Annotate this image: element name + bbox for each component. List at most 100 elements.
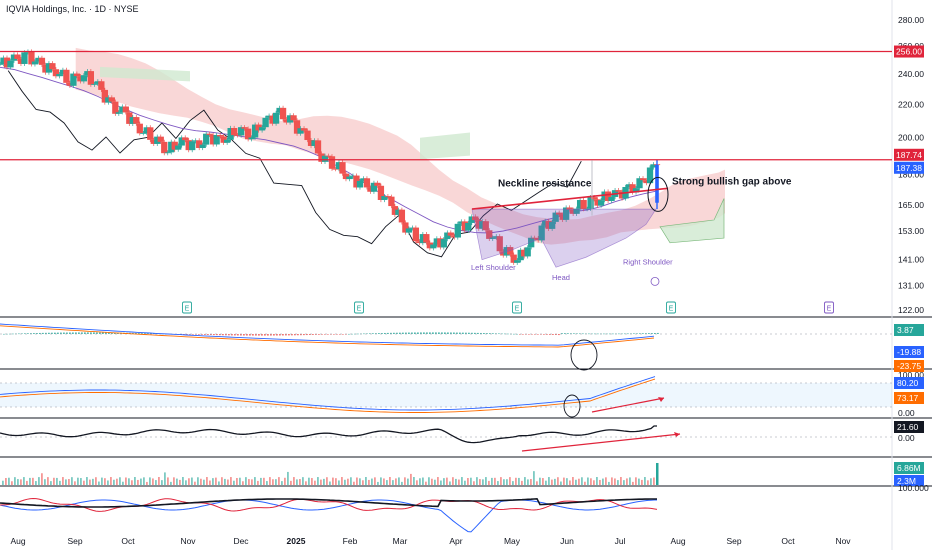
volume-bar: [614, 478, 616, 485]
candle-body: [66, 82, 74, 86]
macd-histogram-bar: [387, 332, 389, 334]
volume-bar: [374, 477, 376, 485]
volume-bar: [56, 477, 58, 485]
macd-histogram-bar: [597, 333, 599, 335]
candle-body: [391, 206, 399, 215]
volume-bar: [35, 481, 37, 485]
volume-bar: [419, 478, 421, 485]
earnings-marker[interactable]: E: [512, 301, 522, 314]
macd-histogram-bar: [87, 332, 89, 334]
macd-histogram-bar: [357, 333, 359, 335]
annotation-gap: Strong bullish gap above: [672, 176, 792, 187]
osc-line: [0, 425, 657, 444]
oscillator-pane: 21.600.00: [0, 421, 924, 452]
candle-body: [304, 130, 311, 141]
macd-histogram-bar: [267, 334, 269, 336]
candle-body: [203, 133, 210, 145]
macd-histogram-bar: [69, 332, 71, 334]
earnings-marker[interactable]: E: [666, 301, 676, 314]
candle-body: [192, 140, 199, 142]
candle-body: [500, 251, 507, 256]
candle-body: [416, 241, 423, 244]
macd-histogram-bar: [264, 334, 266, 336]
osc-value-label: 21.60: [897, 422, 919, 432]
candle-body: [52, 69, 60, 77]
volume-bar: [173, 477, 175, 485]
volume-bar: [617, 480, 619, 485]
macd-histogram-bar: [105, 332, 107, 334]
volume-bar: [260, 477, 262, 485]
candle-body: [171, 141, 178, 150]
macd-histogram-bar: [648, 333, 650, 334]
earnings-marker-box: [354, 301, 364, 314]
stoch-value-box: [894, 377, 924, 389]
macd-histogram-bar: [237, 334, 239, 336]
volume-bar: [428, 477, 430, 485]
volume-bar: [524, 477, 526, 485]
candle-body: [328, 156, 336, 169]
candle-body: [528, 237, 535, 248]
volume-bar: [272, 479, 274, 485]
cloud-area-green-3: [100, 66, 190, 82]
macd-histogram-bar: [612, 333, 614, 335]
volume-bar: [377, 481, 379, 485]
candle-body: [87, 71, 95, 85]
macd-histogram-bar: [291, 334, 293, 336]
volume-bar: [500, 477, 502, 485]
candle-body: [154, 136, 161, 144]
macd-histogram-bar: [492, 333, 494, 334]
candle-body: [388, 196, 395, 207]
macd-histogram-bar: [306, 334, 308, 336]
macd-histogram-bar: [405, 332, 407, 334]
volume-bar: [518, 477, 520, 485]
macd-histogram-bar: [378, 333, 380, 334]
volume-bar: [587, 477, 589, 485]
candle-body: [150, 139, 157, 144]
volume-bar: [431, 478, 433, 485]
volume-bar: [20, 479, 22, 485]
candle-body: [45, 63, 53, 73]
macd-histogram-bar: [342, 334, 344, 335]
candle-body: [182, 137, 189, 141]
annotation-neckline: Neckline resistance: [498, 178, 592, 189]
macd-value-label: 3.87: [897, 325, 914, 335]
macd-histogram-bar: [411, 332, 413, 334]
earnings-marker[interactable]: E: [824, 301, 834, 314]
macd-histogram-bar: [537, 334, 539, 335]
macd-histogram-bar: [645, 333, 647, 334]
earnings-marker-label: E: [827, 306, 832, 313]
volume-bar: [308, 477, 310, 485]
volume-bar: [299, 479, 301, 485]
macd-pane: 3.87 -19.88 -23.75: [0, 323, 924, 372]
volume-bar: [140, 478, 142, 485]
volume-bar: [38, 477, 40, 485]
lagging-span-path: [7, 70, 582, 258]
candle-body: [531, 237, 538, 239]
candle-body: [49, 63, 56, 70]
macd-histogram-bar: [435, 332, 437, 334]
candle-body: [84, 71, 91, 76]
price-tag-label: 256.00: [896, 47, 922, 57]
volume-bar: [23, 477, 25, 485]
macd-value-box: [894, 324, 924, 336]
candle-body: [0, 57, 7, 65]
alert-icon: [650, 277, 660, 286]
volume-bar: [164, 472, 166, 485]
time-axis-tick: Apr: [449, 536, 462, 546]
macd-value-label: -19.88: [897, 347, 921, 357]
volume-bar: [122, 481, 124, 485]
candle-body: [597, 200, 605, 206]
volume-bar: [425, 481, 427, 485]
macd-histogram-bar: [603, 333, 605, 335]
macd-histogram-bar: [456, 332, 458, 334]
horizontal-levels[interactable]: [0, 50, 892, 161]
earnings-marker[interactable]: E: [182, 301, 192, 314]
volume-bar: [554, 478, 556, 485]
macd-histogram-bar: [144, 333, 146, 334]
volume-bar: [362, 480, 364, 485]
volume-bar: [542, 478, 544, 485]
earnings-marker[interactable]: E: [354, 301, 364, 314]
macd-histogram-bar: [354, 333, 356, 335]
